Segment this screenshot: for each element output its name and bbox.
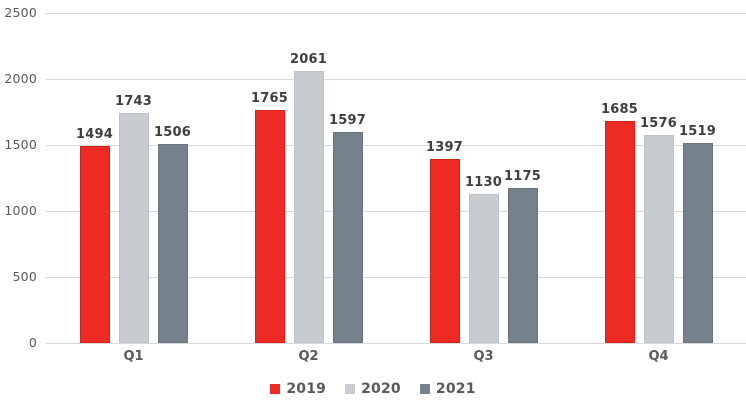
gridline	[46, 78, 746, 80]
legend: 2019 2020 2021	[0, 381, 746, 397]
y-tick-label: 2500	[4, 5, 37, 20]
y-tick-label: 500	[12, 269, 37, 284]
bar-value-label: 1685	[601, 101, 638, 117]
bar-value-label: 1397	[426, 139, 463, 155]
bar-group: 1397 1130 1175	[396, 13, 571, 343]
bar-value-label: 1576	[640, 115, 677, 131]
bar-2020-Q4: 1576	[640, 116, 677, 343]
bar-2020-Q1: 1743	[115, 94, 152, 343]
y-tick-label: 1000	[4, 203, 37, 218]
bar-2019-Q3: 1397	[426, 140, 463, 343]
x-axis-label-q2: Q2	[298, 349, 319, 364]
bar-value-label: 1130	[465, 174, 502, 190]
bar-value-label: 2061	[290, 51, 327, 67]
gridline	[46, 144, 746, 146]
x-axis-label-q4: Q4	[648, 349, 669, 364]
bar-2019-Q1: 1494	[76, 127, 113, 343]
legend-label: 2019	[286, 381, 327, 397]
bar-2021-Q2: 1597	[329, 113, 366, 343]
gridline	[46, 12, 746, 14]
gridline	[46, 342, 746, 344]
legend-swatch-icon	[345, 384, 356, 394]
bar-2021-Q4: 1519	[679, 124, 716, 343]
legend-item-2019: 2019	[270, 381, 326, 397]
bar-2021-Q1: 1506	[154, 125, 191, 343]
x-axis: Q1 Q2 Q3 Q4	[46, 349, 746, 364]
bar-group: 1685 1576 1519	[571, 13, 746, 343]
bar-value-label: 1494	[76, 126, 113, 142]
legend-swatch-icon	[270, 384, 281, 394]
gridline	[46, 210, 746, 212]
bar-value-label: 1597	[329, 113, 366, 129]
bar-2020-Q2: 2061	[290, 52, 327, 343]
bar-group: 1494 1743 1506	[46, 13, 221, 343]
bar-value-label: 1519	[679, 123, 716, 139]
gridline	[46, 276, 746, 278]
bar-value-label: 1175	[504, 168, 541, 184]
y-tick-label: 0	[28, 335, 37, 350]
bar-value-label: 1506	[154, 125, 191, 141]
y-tick-label: 1500	[4, 137, 37, 152]
plot-area: 1494 1743 1506 1765 2061 1597 1397 1130 1175 1685…	[46, 12, 746, 344]
x-axis-label-q1: Q1	[123, 349, 144, 364]
bar-2020-Q3: 1130	[465, 175, 502, 343]
legend-item-2021: 2021	[419, 381, 476, 397]
y-tick-label: 2000	[4, 71, 37, 86]
bar-value-label: 1743	[115, 93, 152, 109]
bar-2019-Q2: 1765	[251, 91, 288, 343]
y-axis: 0 500 1000 1500 2000 2500	[0, 5, 37, 350]
legend-swatch-icon	[419, 384, 430, 394]
bar-2021-Q3: 1175	[504, 169, 541, 343]
bar-2019-Q4: 1685	[601, 102, 638, 343]
legend-item-2020: 2020	[345, 381, 401, 397]
legend-label: 2020	[361, 381, 401, 397]
legend-label: 2021	[435, 381, 476, 397]
x-axis-label-q3: Q3	[473, 349, 494, 364]
bar-value-label: 1765	[251, 91, 288, 107]
bar-group: 1765 2061 1597	[221, 13, 396, 343]
